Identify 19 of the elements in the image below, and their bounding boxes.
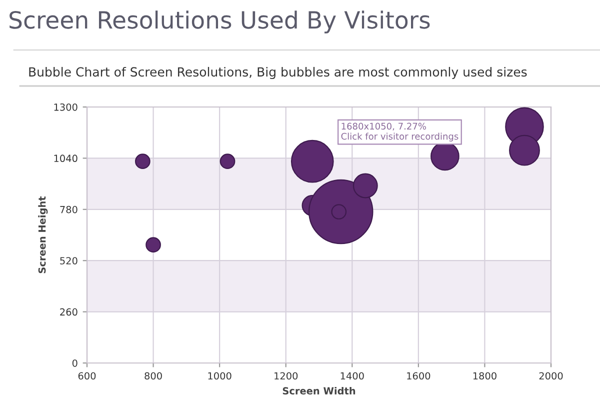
x-tick-label: 1000 bbox=[208, 372, 232, 380]
chart-subtitle: Bubble Chart of Screen Resolutions, Big bubbles are most commonly used sizes bbox=[29, 66, 527, 80]
x-tick-label: 1400 bbox=[340, 372, 364, 380]
chart-title: Screen Resolutions Used By Visitors bbox=[10, 10, 430, 34]
y-tick-label: 780 bbox=[60, 206, 78, 214]
x-tick-label: 2000 bbox=[539, 372, 563, 380]
y-tick-label: 0 bbox=[72, 359, 78, 367]
y-tick-label: 520 bbox=[60, 257, 78, 264]
y-tick-label: 260 bbox=[60, 308, 78, 316]
x-tick-label: 800 bbox=[144, 372, 162, 380]
x-tick-label: 1600 bbox=[407, 372, 430, 380]
annotation: 1680x1050, 7.27% Click for visitor recordings bbox=[341, 122, 458, 142]
x-tick-label: 1200 bbox=[274, 372, 298, 380]
y-axis-title: Screen Height bbox=[38, 196, 48, 274]
x-tick-label: 1800 bbox=[473, 372, 496, 380]
y-tick-label: 1040 bbox=[54, 154, 78, 162]
x-tick-label: 600 bbox=[78, 372, 96, 380]
y-tick-label: 1300 bbox=[54, 103, 78, 111]
x-axis-title: Screen Width bbox=[282, 386, 356, 395]
